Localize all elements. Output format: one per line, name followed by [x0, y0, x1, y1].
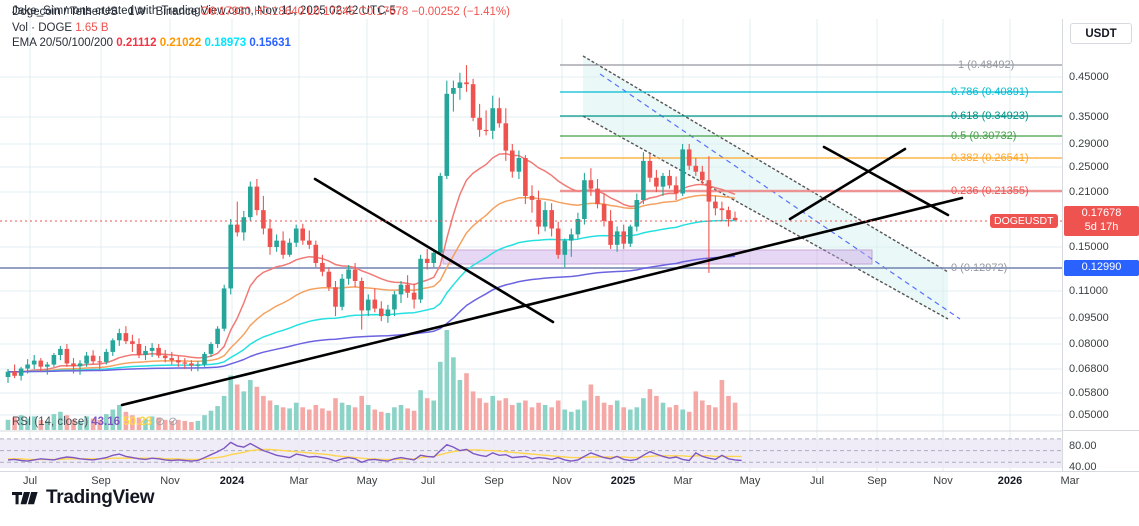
bar-countdown: 5d 17h: [1084, 220, 1119, 233]
current-price-value: 0.17678: [1081, 207, 1122, 219]
current-price-ticker-tag: DOGEUSDT: [990, 214, 1058, 228]
price-tick-13: 40.00: [1069, 461, 1097, 473]
time-tick-2[interactable]: Nov: [160, 475, 180, 487]
time-tick-6[interactable]: Jul: [420, 475, 436, 487]
time-tick-10[interactable]: Mar: [673, 475, 693, 487]
price-tick-11: 0.05000: [1069, 409, 1109, 421]
time-tick-13[interactable]: Sep: [867, 475, 887, 487]
price-tick-7: 0.09500: [1069, 312, 1109, 324]
time-tick-12[interactable]: Jul: [809, 475, 825, 487]
price-axis[interactable]: USDT 0.45000 0.35000 0.29000 0.25000 0.21000…: [1062, 19, 1139, 473]
fib-level-label-5: 0.236 (0.21355): [951, 185, 1029, 197]
time-tick-9[interactable]: 2025: [610, 475, 636, 487]
time-tick-8[interactable]: Nov: [552, 475, 572, 487]
price-tick-5: 0.15000: [1069, 241, 1109, 253]
fib-level-label-2: 0.618 (0.34923): [951, 110, 1029, 122]
price-tick-0: 0.45000: [1069, 71, 1109, 83]
ema-lines: [7, 152, 736, 373]
time-tick-4[interactable]: Mar: [289, 475, 309, 487]
price-tick-3: 0.25000: [1069, 161, 1109, 173]
price-tick-10: 0.05800: [1069, 387, 1109, 399]
fib-level-label-4: 0.382 (0.26541): [951, 152, 1029, 164]
axis-pane-separator: [1063, 430, 1139, 431]
price-tick-1: 0.35000: [1069, 111, 1109, 123]
footer: TradingView: [12, 487, 155, 509]
attribution-text: Jake_Simmons created with TradingView.co…: [12, 5, 397, 17]
fib-level-label-0: 1 (0.48492): [958, 59, 1015, 71]
chart-frame: 1 (0.48492) 0.786 (0.40891) 0.618 (0.34923…: [0, 19, 1139, 473]
price-tick-9: 0.06800: [1069, 363, 1109, 375]
price-tick-12: 80.00: [1069, 440, 1097, 452]
candlestick-chart-svg: [0, 19, 1071, 471]
time-tick-7[interactable]: Sep: [484, 475, 504, 487]
time-axis[interactable]: Jul Sep Nov 2024 Mar May Jul Sep Nov 2025 Mar May Ju…: [0, 471, 1139, 493]
tradingview-logo-icon: [12, 491, 38, 504]
time-tick-11[interactable]: May: [739, 475, 761, 487]
time-tick-5[interactable]: May: [356, 475, 378, 487]
fib-level-label-3: 0.5 (0.30732): [951, 130, 1017, 142]
trendlines: [120, 145, 964, 407]
time-tick-16[interactable]: Mar: [1060, 475, 1080, 487]
time-tick-15[interactable]: 2026: [997, 475, 1023, 487]
time-tick-0[interactable]: Jul: [22, 475, 38, 487]
descending-channel: [582, 55, 961, 320]
candlesticks: [5, 65, 738, 383]
price-tick-6: 0.11000: [1069, 285, 1108, 297]
price-tick-2: 0.29000: [1069, 138, 1109, 150]
legend-change: −0.00252: [411, 6, 460, 18]
time-tick-1[interactable]: Sep: [91, 475, 111, 487]
price-tick-8: 0.08000: [1069, 338, 1109, 350]
time-tick-14[interactable]: Nov: [933, 475, 953, 487]
price-tick-4: 0.21000: [1069, 186, 1109, 198]
tradingview-wordmark: TradingView: [46, 487, 155, 508]
time-tick-3[interactable]: 2024: [219, 475, 245, 487]
currency-unit-label: USDT: [1070, 23, 1132, 44]
legend-change-pct: (−1.41%): [463, 6, 510, 18]
fib-level-label-1: 0.786 (0.40891): [951, 86, 1029, 98]
support-price-badge: 0.12990: [1064, 260, 1139, 276]
volume-bars: [5, 330, 738, 430]
current-price-badge: 0.17678 5d 17h: [1064, 206, 1139, 236]
rsi-subpanel: [0, 430, 1062, 468]
price-plot-area[interactable]: 1 (0.48492) 0.786 (0.40891) 0.618 (0.34923…: [0, 19, 1071, 471]
fib-level-label-6: 0 (0.12972): [951, 262, 1008, 274]
